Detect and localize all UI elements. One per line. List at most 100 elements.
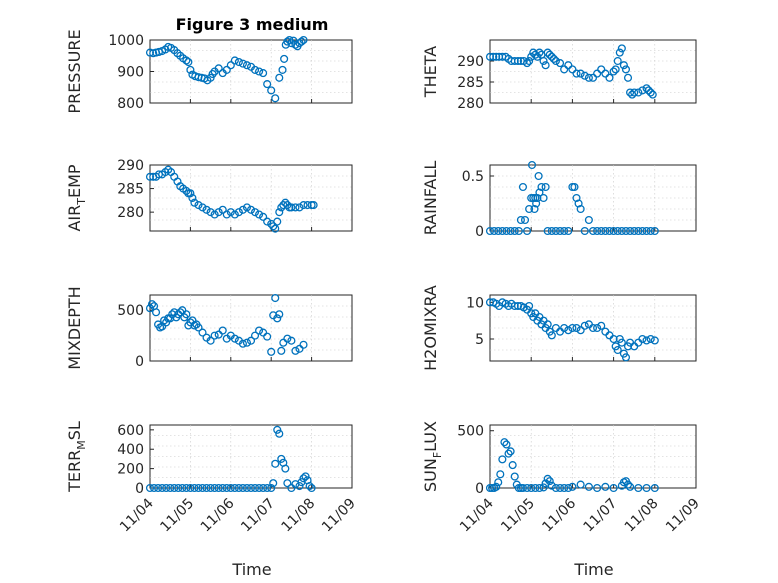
data-point: [170, 308, 179, 317]
data-point: [202, 483, 211, 493]
data-point: [584, 482, 593, 491]
data-point: [273, 314, 282, 323]
data-point: [271, 224, 280, 233]
y-axis-label: RAINFALL: [421, 161, 440, 236]
data-point: [263, 80, 272, 89]
y-tick-label: 600: [117, 423, 144, 439]
y-tick-label: 0: [475, 224, 484, 240]
data-point: [514, 226, 523, 236]
data-point: [218, 483, 227, 493]
data-point: [638, 334, 647, 344]
y-axis-label: PRESSURE: [65, 29, 84, 113]
data-point: [297, 37, 306, 46]
data-point: [601, 482, 610, 491]
data-point: [520, 215, 530, 225]
x-tick-label: 11/07: [581, 496, 621, 536]
data-point: [555, 59, 565, 68]
data-point: [617, 226, 626, 236]
x-tick-label: 11/09: [663, 496, 703, 536]
data-point: [572, 69, 581, 78]
x-tick-label: 11/07: [238, 496, 278, 536]
x-axis-label-left: Time: [231, 560, 271, 579]
data-point: [555, 483, 565, 493]
subplot-6: 5 10 H2OMIXRA: [421, 285, 697, 371]
data-point: [642, 336, 651, 345]
data-point: [194, 201, 203, 210]
data-point: [634, 88, 643, 97]
data-point: [506, 447, 515, 456]
data-point: [188, 193, 197, 203]
data-point: [518, 483, 528, 493]
data-point: [259, 328, 268, 337]
data-point: [145, 304, 155, 313]
data-point: [263, 483, 272, 493]
data-point: [572, 323, 581, 333]
data-point: [547, 481, 556, 490]
data-point: [184, 57, 193, 67]
data-point: [513, 56, 523, 66]
y-tick-label: 285: [117, 182, 144, 198]
data-point: [250, 483, 260, 493]
subplot-5: 0 500 MIXDEPTH: [65, 286, 353, 370]
data-point: [242, 203, 252, 212]
data-point: [222, 483, 231, 493]
data-point: [541, 61, 550, 70]
data-point: [283, 479, 292, 488]
data-point: [238, 205, 247, 214]
data-point: [549, 54, 558, 63]
data-point: [295, 482, 304, 491]
data-point: [250, 208, 260, 217]
data-point: [234, 208, 243, 217]
data-point: [506, 226, 515, 236]
data-point: [576, 326, 585, 335]
y-tick-label: 1000: [108, 33, 144, 49]
series-markers: [145, 165, 318, 233]
x-tick-label: 11/08: [622, 496, 662, 536]
data-point: [280, 54, 289, 63]
data-point: [218, 326, 227, 335]
y-tick-label: 0: [135, 354, 144, 370]
data-point: [267, 347, 276, 356]
data-point: [500, 438, 509, 447]
data-point: [580, 71, 589, 80]
data-point: [246, 336, 256, 345]
data-point: [158, 483, 167, 493]
data-point: [648, 90, 657, 99]
y-tick-label: 500: [117, 303, 144, 319]
data-point: [650, 483, 659, 493]
data-point: [510, 472, 519, 481]
data-point: [489, 52, 498, 61]
data-point: [650, 336, 659, 345]
subplot-8: 11/04 11/05 11/06 11/07 11/08 11/09 0 500 SUNFLU…: [421, 421, 703, 535]
data-point: [222, 65, 231, 74]
data-point: [230, 483, 239, 493]
subplot-1: 800 900 1000 PRESSURE: [65, 29, 353, 114]
data-point: [580, 226, 589, 236]
data-point: [619, 61, 628, 70]
data-point: [502, 226, 511, 236]
subplot-7: 11/04 11/05 11/06 11/07 11/08 11/09 0 200 400 600…: [65, 421, 359, 535]
data-point: [291, 346, 300, 355]
data-point: [642, 483, 651, 493]
data-point: [259, 69, 268, 78]
data-point: [523, 226, 532, 236]
data-point: [609, 226, 618, 236]
data-point: [277, 454, 286, 463]
data-point: [601, 226, 610, 236]
x-axis-label-right: Time: [573, 560, 613, 579]
data-point: [545, 477, 554, 486]
data-point: [535, 48, 544, 57]
data-point: [644, 86, 653, 95]
data-point: [621, 65, 631, 74]
data-point: [593, 483, 602, 493]
data-point: [605, 226, 614, 236]
series-markers: [485, 438, 659, 493]
data-point: [543, 474, 552, 483]
data-point: [593, 323, 602, 333]
data-point: [535, 483, 544, 493]
data-point: [613, 56, 622, 66]
data-point: [547, 331, 556, 340]
data-point: [230, 334, 239, 343]
subplot-2: 280 285 290 THETA: [421, 39, 697, 112]
data-point: [617, 44, 626, 53]
